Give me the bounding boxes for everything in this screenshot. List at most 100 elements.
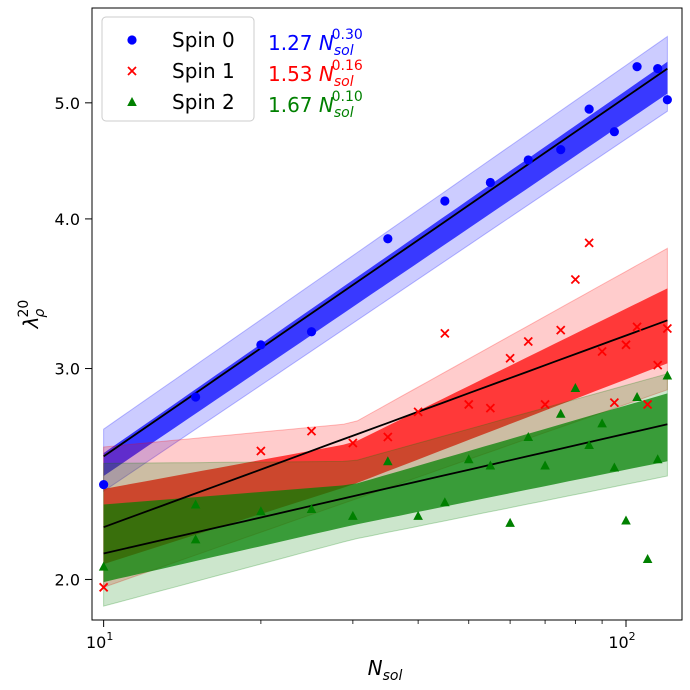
x-axis-ticks: 101 102 bbox=[86, 620, 636, 652]
series-2-point-3 bbox=[256, 506, 266, 516]
series-2-point-10 bbox=[485, 460, 496, 470]
series-1-point-3 bbox=[348, 438, 358, 448]
series-1-point-0-b bbox=[98, 582, 109, 592]
series-1-point-12 bbox=[556, 325, 566, 335]
series-2-point-21 bbox=[642, 554, 653, 564]
series-0-point-9 bbox=[584, 104, 594, 114]
series-1-point-20 bbox=[653, 360, 663, 370]
series-1-point-13 bbox=[570, 274, 581, 285]
series-1-point-10-b bbox=[523, 336, 533, 347]
x-tick-label-1: 102 bbox=[608, 630, 635, 652]
series-2-point-12 bbox=[523, 432, 534, 442]
fit-label-0: 1.27 Nsol0.30 bbox=[268, 27, 363, 59]
series-0-point-13 bbox=[662, 95, 672, 105]
y-axis-label: λ20ρ bbox=[16, 300, 48, 330]
y-tick-label-0: 2.0 bbox=[55, 570, 80, 589]
series-1-point-21-b bbox=[662, 323, 672, 334]
series-1-point-1-b bbox=[256, 446, 266, 456]
svg-text:λ20ρ: λ20ρ bbox=[16, 300, 48, 330]
legend-marker-1 bbox=[127, 66, 137, 76]
fit-annotations: 1.27 Nsol0.301.53 Nsol0.161.67 Nsol0.10 bbox=[268, 27, 363, 121]
series-1-point-5 bbox=[413, 407, 423, 417]
series-0-point-1 bbox=[191, 392, 201, 402]
series-2-point-11 bbox=[505, 517, 515, 527]
series-2-point-13 bbox=[540, 460, 550, 470]
series-1-point-15-b bbox=[597, 346, 607, 357]
series-0-point-5 bbox=[440, 196, 450, 206]
series-2-fit-line bbox=[103, 423, 668, 555]
series-1-point-19-b bbox=[642, 399, 653, 410]
legend-marker-1-b bbox=[127, 66, 137, 76]
series-0-point-7 bbox=[523, 155, 533, 165]
series-1-point-18-b bbox=[632, 322, 642, 332]
series-2-point-2 bbox=[190, 499, 201, 509]
series-1-point-12-b bbox=[556, 325, 566, 335]
series-1-point-3-b bbox=[348, 438, 358, 448]
y-tick-label-1: 3.0 bbox=[55, 360, 80, 379]
series-0-fit-line bbox=[103, 67, 668, 458]
y-axis-ticks: 2.0 3.0 4.0 5.0 bbox=[55, 94, 92, 589]
series-0-point-4 bbox=[383, 234, 393, 244]
series-1-point-17 bbox=[621, 340, 631, 350]
series-0-point-3 bbox=[306, 327, 317, 337]
y-tick-label-2: 4.0 bbox=[55, 210, 80, 229]
data-points bbox=[98, 62, 673, 592]
legend-box bbox=[101, 16, 255, 122]
legend-label-1: Spin 1 bbox=[172, 59, 235, 83]
legend: Spin 0 Spin 1 Spin 2 bbox=[101, 16, 255, 122]
series-1-point-5-b bbox=[413, 407, 423, 417]
series-1-point-13-b bbox=[570, 274, 581, 285]
series-2-point-14 bbox=[555, 408, 566, 418]
series-2-point-17 bbox=[597, 418, 607, 428]
series-2-point-8 bbox=[440, 497, 450, 507]
fit-label-2: 1.67 Nsol0.10 bbox=[268, 89, 363, 121]
series-1-point-7 bbox=[464, 399, 474, 410]
series-2-point-16 bbox=[584, 439, 594, 449]
x-axis-label: Nsol bbox=[368, 656, 403, 684]
series-1-point-11 bbox=[540, 399, 550, 410]
series-1-point-16-b bbox=[609, 397, 619, 408]
series-1-point-8-b bbox=[485, 403, 496, 413]
series-1-point-4-b bbox=[383, 432, 393, 442]
fit-lines bbox=[103, 67, 668, 555]
series-1-point-0 bbox=[98, 582, 109, 592]
series-1-point-17-b bbox=[621, 340, 631, 350]
series-1-point-21 bbox=[662, 323, 672, 334]
series-1-point-14 bbox=[584, 238, 594, 248]
series-2-point-0 bbox=[98, 561, 109, 571]
series-2-point-18 bbox=[609, 462, 620, 472]
x-tick-label-0: 101 bbox=[86, 630, 113, 652]
series-0-point-10 bbox=[609, 127, 619, 137]
series-0-point-11 bbox=[632, 62, 642, 72]
series-2-point-7 bbox=[413, 510, 423, 520]
series-1-point-20-b bbox=[653, 360, 663, 370]
y-tick-label-3: 5.0 bbox=[55, 94, 80, 113]
legend-marker-2 bbox=[127, 97, 137, 106]
series-1-point-10 bbox=[523, 336, 533, 347]
series-1-point-9 bbox=[505, 353, 515, 363]
series-0-point-2 bbox=[256, 340, 266, 350]
legend-marker-0 bbox=[127, 35, 137, 45]
series-0-point-6 bbox=[485, 177, 495, 188]
series-2-point-23 bbox=[662, 370, 673, 380]
series-1-point-19 bbox=[642, 399, 653, 410]
series-1-point-4 bbox=[383, 432, 393, 442]
series-1-point-1 bbox=[256, 446, 266, 456]
series-0-point-8 bbox=[556, 145, 566, 155]
series-2-point-22 bbox=[652, 454, 663, 464]
series-2-point-1 bbox=[190, 534, 201, 544]
series-1-point-6 bbox=[440, 328, 450, 338]
series-1-point-18 bbox=[632, 322, 642, 332]
series-1-point-8 bbox=[485, 403, 496, 413]
series-2-point-15 bbox=[570, 382, 581, 392]
series-2-point-6 bbox=[383, 456, 393, 466]
series-0-point-0 bbox=[99, 480, 109, 490]
series-1-point-9-b bbox=[505, 353, 515, 363]
series-2-point-4 bbox=[306, 504, 317, 514]
series-2-point-20 bbox=[632, 392, 642, 402]
series-2-point-19 bbox=[621, 515, 631, 525]
fit-label-1: 1.53 Nsol0.16 bbox=[268, 58, 363, 90]
legend-label-0: Spin 0 bbox=[172, 28, 235, 52]
series-0-point-12 bbox=[653, 64, 663, 74]
